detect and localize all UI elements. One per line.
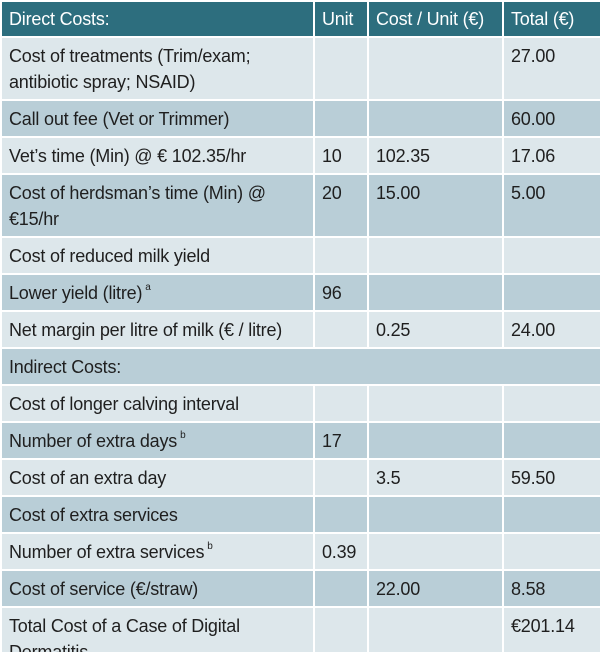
cost-per-unit-cell — [367, 421, 504, 460]
unit-cell — [313, 458, 369, 497]
table-row: Cost of longer calving interval — [0, 384, 600, 423]
total-cell: 17.06 — [502, 136, 600, 175]
cost-per-unit-cell — [367, 495, 504, 534]
cost-per-unit-cell: 15.00 — [367, 173, 504, 238]
row-label: Cost of longer calving interval — [0, 384, 315, 423]
cost-per-unit-cell — [367, 532, 504, 571]
cost-per-unit-cell: 102.35 — [367, 136, 504, 175]
cost-per-unit-cell — [367, 606, 504, 652]
unit-cell — [313, 310, 369, 349]
row-label-text: Net margin per litre of milk (€ / litre) — [9, 320, 283, 340]
row-label-text: Cost of extra services — [9, 505, 178, 525]
unit-cell: 96 — [313, 273, 369, 312]
unit-cell — [313, 606, 369, 652]
row-label-text: Call out fee (Vet or Trimmer) — [9, 109, 230, 129]
row-label-text: Cost of reduced milk yield — [9, 246, 210, 266]
table-row: Cost of reduced milk yield — [0, 236, 600, 275]
header-unit: Unit — [313, 0, 369, 38]
table-row: Cost of herdsman’s time (Min) @ €15/hr 20… — [0, 173, 600, 238]
row-label-text: Cost of service (€/straw) — [9, 579, 199, 599]
row-label: Total Cost of a Case of Digital Dermatit… — [0, 606, 315, 652]
row-label: Net margin per litre of milk (€ / litre) — [0, 310, 315, 349]
row-label: Call out fee (Vet or Trimmer) — [0, 99, 315, 138]
unit-cell — [313, 36, 369, 101]
total-cell: 27.00 — [502, 36, 600, 101]
cost-per-unit-cell — [367, 273, 504, 312]
row-label-text: Cost of herdsman’s time (Min) @ €15/hr — [9, 183, 266, 229]
row-label: Cost of service (€/straw) — [0, 569, 315, 608]
footnote-marker: a — [145, 282, 151, 293]
row-label-text: Lower yield (litre) — [9, 283, 143, 303]
row-label-text: Vet’s time (Min) @ € 102.35/hr — [9, 146, 247, 166]
row-label-text: Cost of treatments (Trim/exam; antibioti… — [9, 46, 251, 92]
table-row: Cost of service (€/straw) 22.00 8.58 — [0, 569, 600, 608]
cost-per-unit-cell — [367, 99, 504, 138]
header-total: Total (€) — [502, 0, 600, 38]
table-row: Lower yield (litre) a 96 — [0, 273, 600, 312]
header-direct-costs: Direct Costs: — [0, 0, 315, 38]
row-label: Cost of herdsman’s time (Min) @ €15/hr — [0, 173, 315, 238]
total-cell — [502, 421, 600, 460]
unit-cell — [313, 384, 369, 423]
total-cell: €201.14 — [502, 606, 600, 652]
total-cell — [502, 236, 600, 275]
total-cell — [502, 273, 600, 312]
unit-cell: 10 — [313, 136, 369, 175]
table-row: Cost of an extra day 3.5 59.50 — [0, 458, 600, 497]
table-row: Vet’s time (Min) @ € 102.35/hr 10 102.35 17… — [0, 136, 600, 175]
total-cell: 8.58 — [502, 569, 600, 608]
row-label-text: Number of extra days — [9, 431, 178, 451]
table-row: Cost of extra services — [0, 495, 600, 534]
table-row: Total Cost of a Case of Digital Dermatit… — [0, 606, 600, 652]
cost-per-unit-cell — [367, 236, 504, 275]
total-cell — [502, 384, 600, 423]
total-cell — [502, 495, 600, 534]
row-label-text: Cost of longer calving interval — [9, 394, 239, 414]
footnote-marker: b — [207, 541, 213, 552]
unit-cell: 17 — [313, 421, 369, 460]
table-row: Call out fee (Vet or Trimmer) 60.00 — [0, 99, 600, 138]
total-cell — [502, 532, 600, 571]
row-label: Number of extra services b — [0, 532, 315, 571]
table-row: Cost of treatments (Trim/exam; antibioti… — [0, 36, 600, 101]
row-label: Vet’s time (Min) @ € 102.35/hr — [0, 136, 315, 175]
unit-cell: 20 — [313, 173, 369, 238]
table-row: Net margin per litre of milk (€ / litre)… — [0, 310, 600, 349]
row-label: Cost of reduced milk yield — [0, 236, 315, 275]
row-label: Cost of extra services — [0, 495, 315, 534]
cost-per-unit-cell: 22.00 — [367, 569, 504, 608]
row-label: Lower yield (litre) a — [0, 273, 315, 312]
row-label: Cost of treatments (Trim/exam; antibioti… — [0, 36, 315, 101]
row-label: Number of extra days b — [0, 421, 315, 460]
cost-per-unit-cell — [367, 384, 504, 423]
cost-per-unit-cell: 0.25 — [367, 310, 504, 349]
cost-per-unit-cell: 3.5 — [367, 458, 504, 497]
total-cell: 5.00 — [502, 173, 600, 238]
section-label: Indirect Costs: — [0, 347, 600, 386]
table-body: Cost of treatments (Trim/exam; antibioti… — [0, 36, 600, 652]
unit-cell — [313, 99, 369, 138]
table-row: Indirect Costs: — [0, 347, 600, 386]
header-cost-per-unit: Cost / Unit (€) — [367, 0, 504, 38]
total-cell: 24.00 — [502, 310, 600, 349]
unit-cell: 0.39 — [313, 532, 369, 571]
footnote-marker: b — [180, 430, 186, 441]
total-cell: 60.00 — [502, 99, 600, 138]
row-label-text: Total Cost of a Case of Digital Dermatit… — [9, 616, 240, 652]
unit-cell — [313, 495, 369, 534]
row-label-text: Cost of an extra day — [9, 468, 167, 488]
cost-per-unit-cell — [367, 36, 504, 101]
header-row: Direct Costs: Unit Cost / Unit (€) Total… — [0, 0, 600, 38]
row-label: Cost of an extra day — [0, 458, 315, 497]
unit-cell — [313, 569, 369, 608]
total-cell: 59.50 — [502, 458, 600, 497]
table-row: Number of extra days b 17 — [0, 421, 600, 460]
table-row: Number of extra services b 0.39 — [0, 532, 600, 571]
row-label-text: Number of extra services — [9, 542, 205, 562]
unit-cell — [313, 236, 369, 275]
